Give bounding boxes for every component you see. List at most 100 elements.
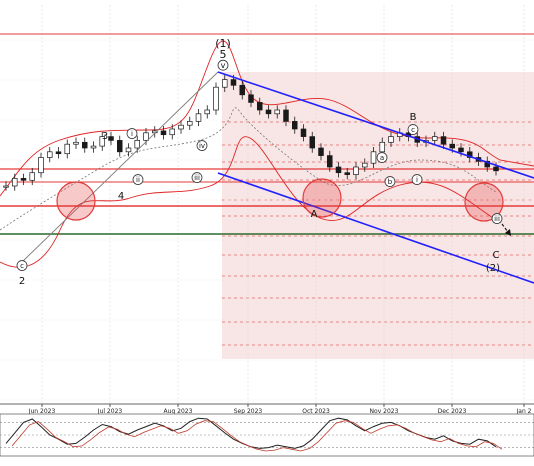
candle-body — [274, 109, 281, 115]
x-tick-label-0: Jun 2023 — [28, 408, 56, 415]
candle-body — [239, 84, 246, 96]
wave-label-6: ii — [136, 176, 140, 184]
candle-body — [300, 128, 307, 137]
circle-layer — [56, 178, 504, 222]
candle-body — [20, 178, 27, 181]
wave-label-16: i — [416, 176, 418, 184]
channel-layer — [21, 71, 534, 284]
candle-body — [353, 166, 359, 175]
wave-label-ring-2 — [217, 59, 229, 71]
wave-label-5: 4 — [118, 191, 124, 202]
x-tick-label-7: Jan 2 — [516, 408, 532, 415]
highlight-circle-0 — [56, 181, 96, 221]
candle-body — [169, 128, 176, 136]
candle-body — [221, 79, 228, 88]
candle-body — [178, 124, 184, 130]
candle-body — [64, 143, 71, 155]
wave-label-ring-6 — [132, 174, 144, 185]
candle-body — [81, 141, 88, 149]
candle-body — [326, 155, 333, 168]
grid-layer — [0, 5, 534, 404]
oscillator-layer — [0, 413, 534, 457]
channel-upper-line — [217, 71, 534, 179]
wave-label-19: (2) — [486, 263, 500, 274]
level-layer — [0, 33, 534, 235]
channel-lower-line — [217, 172, 534, 284]
candle-body — [73, 141, 79, 145]
candle-body — [213, 86, 219, 111]
candle-body — [46, 151, 53, 158]
candle-body — [160, 130, 167, 136]
candle-body — [248, 94, 254, 103]
candle-body — [90, 145, 97, 149]
candle-body — [318, 147, 324, 156]
candle-body — [125, 147, 132, 153]
wave-label-1: 5 — [220, 48, 227, 61]
wave-label-13: a — [380, 154, 384, 162]
candle-body — [309, 136, 316, 149]
candle-body — [11, 178, 18, 187]
wave-label-7: iii — [194, 174, 200, 182]
candle-body — [388, 136, 394, 143]
candle-body — [204, 109, 211, 115]
bollinger-lower — [0, 136, 497, 268]
wave-label-ring-13 — [376, 152, 388, 163]
wave-label-ring-8 — [196, 140, 208, 151]
candle-body — [466, 151, 473, 158]
candle-body — [431, 136, 438, 141]
candle-body — [449, 143, 456, 149]
candle-body — [484, 160, 491, 168]
wave-label-ring-4 — [126, 128, 138, 139]
wave-label-17: iii — [494, 215, 500, 223]
candle-body — [195, 113, 202, 122]
wave-label-15: c — [411, 126, 415, 134]
x-tick-label-6: Dec 2023 — [438, 408, 467, 415]
wave-label-18: C — [493, 250, 500, 261]
wave-label-ring-10 — [16, 260, 28, 271]
candle-body — [370, 151, 377, 164]
candle-body — [265, 109, 272, 115]
highlight-circle-1 — [302, 178, 342, 218]
wave-label-ring-15 — [407, 124, 419, 135]
wave-label-9: 2 — [19, 276, 25, 287]
candle-body — [143, 132, 149, 141]
highlight-circle-2 — [464, 182, 504, 222]
oscillator-signal-line — [11, 420, 503, 452]
candle-body — [38, 157, 44, 174]
candle-body — [134, 140, 141, 149]
candle-body — [3, 185, 9, 188]
wave-label-10: c — [20, 262, 24, 270]
candle-body — [379, 141, 386, 153]
candle-body — [335, 166, 342, 174]
candle-body — [99, 136, 106, 147]
wave-label-2: v — [221, 61, 226, 70]
x-tick-label-1: Jul 2023 — [97, 408, 123, 415]
wave-label-ring-14 — [384, 176, 396, 187]
projection-arrow-line — [495, 215, 509, 233]
projection-arrow-head — [505, 229, 511, 236]
x-tick-label-5: Nov 2023 — [370, 408, 399, 415]
wave-label-ring-17 — [491, 213, 503, 224]
wave-label-4: i — [131, 130, 133, 138]
candle-body — [344, 172, 351, 175]
wave-label-11: A — [311, 209, 318, 220]
axis-layer: Jun 2023 Jul 2023 Aug 2023 Sep 2023 Oct 2023… — [0, 403, 534, 415]
x-tick-label-3: Sep 2023 — [234, 408, 263, 415]
candle-body — [108, 136, 114, 141]
candle-body — [440, 136, 447, 145]
candle-body — [361, 162, 368, 168]
candle-body — [55, 151, 62, 155]
candle-body — [291, 121, 298, 130]
wave-label-8: iv — [199, 142, 205, 150]
bollinger-middle — [0, 107, 497, 231]
wave-label-0: (1) — [215, 37, 231, 50]
wave-trend-line — [21, 71, 219, 263]
candle-body — [186, 121, 193, 126]
x-tick-label-2: Aug 2023 — [164, 408, 193, 415]
wave-label-12: B — [410, 112, 417, 123]
wave-label-ring-7 — [191, 172, 203, 183]
wave-label-3: 3 — [102, 131, 108, 142]
